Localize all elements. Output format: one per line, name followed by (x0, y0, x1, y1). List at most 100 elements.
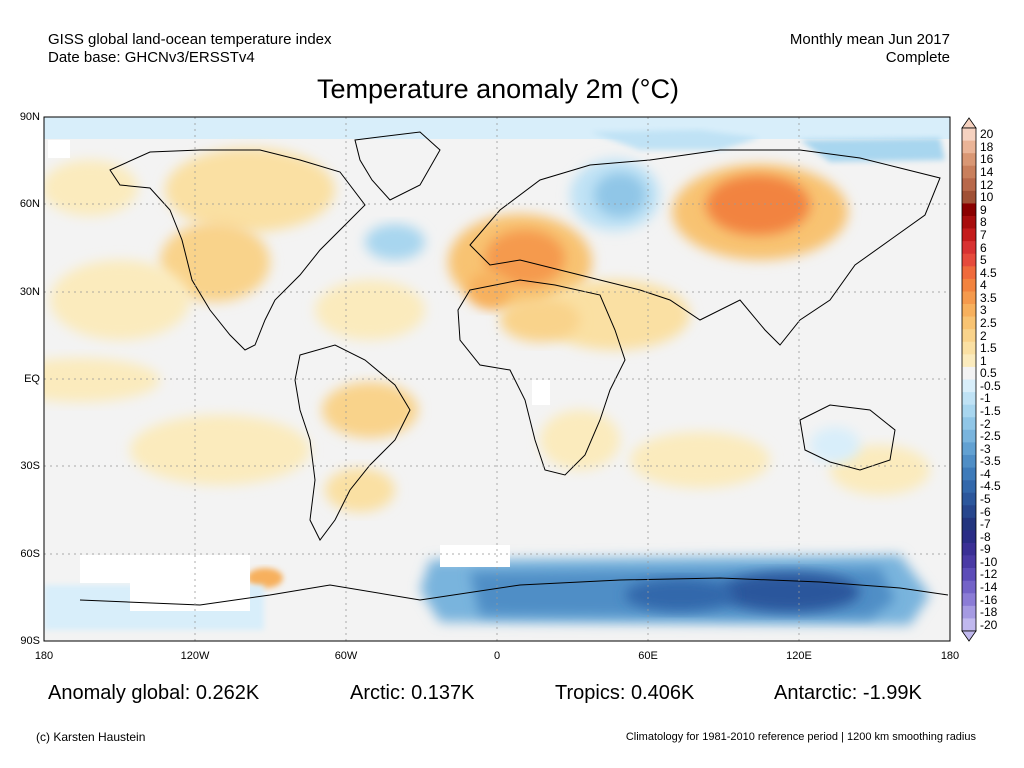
lon-label-180w: 180 (34, 650, 54, 662)
lon-label-120e: 120E (786, 650, 812, 662)
south-africa-warm-anomaly (540, 410, 620, 470)
colorbar-swatch (962, 228, 976, 242)
colorbar-tick-label: -4 (980, 466, 991, 481)
lon-label-180e: 180 (940, 650, 960, 662)
colorbar-tick-label: 6 (980, 240, 987, 255)
scandinavia-cool-core (594, 173, 646, 217)
lat-label-60n: 60N (19, 198, 40, 210)
equatorial-warm-anomaly (44, 358, 160, 402)
colorbar-tick-label: -16 (980, 592, 998, 607)
north-america-outline (109, 149, 366, 351)
colorbar-swatch (962, 366, 976, 380)
lat-label-60s: 60S (20, 548, 40, 560)
colorbar-tick-label: -3 (980, 441, 991, 456)
colorbar-swatch (962, 341, 976, 355)
colorbar-tick-label: 20 (980, 127, 994, 142)
colorbar-tick-label: -20 (980, 617, 998, 632)
greenland-outline (354, 131, 441, 201)
colorbar-swatch (962, 278, 976, 292)
colorbar-swatch (962, 354, 976, 368)
lon-label-60e: 60E (638, 650, 658, 662)
colorbar-arrow-top (961, 117, 977, 129)
graticule (44, 117, 950, 641)
colorbar-swatch (962, 593, 976, 607)
no-data-patch-africa (532, 380, 550, 405)
colorbar-tick-label: -12 (980, 567, 998, 582)
no-data-patch-weddell (440, 545, 510, 567)
colorbar-swatch (962, 517, 976, 531)
lon-label-120w: 120W (180, 650, 210, 662)
colorbar-swatch (962, 178, 976, 192)
colorbar-tick-label: 7 (980, 227, 987, 242)
atlantic-warm-anomaly (315, 280, 425, 340)
no-data-patch-arctic-west (48, 140, 70, 158)
lon-label-60w: 60W (334, 650, 358, 662)
colorbar-swatch (962, 404, 976, 418)
colorbar-tick-label: -14 (980, 580, 998, 594)
north-atlantic-cool-anomaly (365, 224, 425, 260)
colorbar-tick-label: -2 (980, 416, 991, 431)
antarctic-anomaly: Antarctic: -1.99K (774, 682, 922, 704)
antarctica-outline (79, 577, 949, 606)
siberia-warm-core (706, 175, 810, 235)
colorbar-tick-label: -8 (980, 529, 991, 544)
colorbar-swatch (962, 542, 976, 556)
colorbar-swatch (962, 555, 976, 569)
credit-label: (c) Karsten Haustein (36, 730, 146, 744)
colorbar-tick-label: 12 (980, 177, 994, 192)
colorbar-tick-label: 3.5 (980, 290, 997, 305)
colorbar-swatch (962, 304, 976, 317)
europe-warm-core (485, 230, 565, 286)
colorbar-swatch (962, 165, 976, 179)
arctic-anomaly: Arctic: 0.137K (350, 682, 475, 704)
north-africa-warm-anomaly (500, 298, 580, 342)
colorbar-tick-label: 10 (980, 190, 994, 205)
colorbar-swatch (962, 140, 976, 154)
lat-label-eq: EQ (24, 373, 40, 385)
australia-cool-anomaly (810, 427, 860, 463)
antarctic-cold-core (720, 572, 860, 612)
colorbar-swatch (962, 291, 976, 305)
colorbar-swatch (962, 329, 976, 343)
colorbar-swatch (962, 316, 976, 330)
south-atlantic-warm-anomaly (325, 468, 395, 512)
colorbar-tick-label: -0.5 (980, 378, 1001, 393)
colorbar-swatch (962, 580, 976, 594)
africa-outline (457, 279, 626, 476)
completeness-label: Complete (885, 49, 950, 66)
global-anomaly: Anomaly global: 0.262K (48, 682, 260, 704)
colorbar-tick-label: 1.5 (980, 341, 997, 356)
colorbar-tick-label: 2 (980, 328, 987, 343)
colorbar-swatch (962, 605, 976, 619)
colorbar-swatch (962, 530, 976, 544)
colorbar-swatch (962, 379, 976, 393)
colorbar-tick-label: -5 (980, 492, 991, 506)
colorbar-tick-label: -1.5 (980, 403, 1001, 418)
colorbar-swatch (962, 241, 976, 255)
eurasia-outline (469, 149, 941, 346)
lon-label-0: 0 (493, 650, 501, 662)
colorbar-tick-label: -7 (980, 517, 991, 532)
antarctic-cold-core-west (625, 579, 735, 611)
east-siberian-patch (800, 138, 945, 162)
colorbar (961, 117, 977, 642)
colorbar-tick-label: 8 (980, 215, 987, 230)
tropics-anomaly: Tropics: 0.406K (555, 682, 695, 704)
colorbar-tick-label: -6 (980, 504, 991, 519)
colorbar-tick-label: 5 (980, 253, 987, 267)
tasman-warm-anomaly (830, 445, 930, 495)
south-america-warm-anomaly (322, 382, 418, 438)
colorbar-tick-label: 0.5 (980, 366, 997, 381)
south-pacific-warm-anomaly (130, 415, 310, 485)
lat-label-30n: 30N (19, 286, 40, 298)
colorbar-arrow-bottom (961, 630, 977, 642)
iberia-warm-core (468, 272, 512, 308)
colorbar-tick-label: 9 (980, 202, 987, 217)
alaska-warm-anomaly (44, 160, 138, 216)
colorbar-swatch (962, 492, 976, 506)
no-data-patch-antarctic-west (80, 555, 250, 583)
colorbar-swatch (962, 266, 976, 280)
lat-label-90s: 90S (20, 635, 40, 647)
colorbar-swatch (962, 429, 976, 443)
